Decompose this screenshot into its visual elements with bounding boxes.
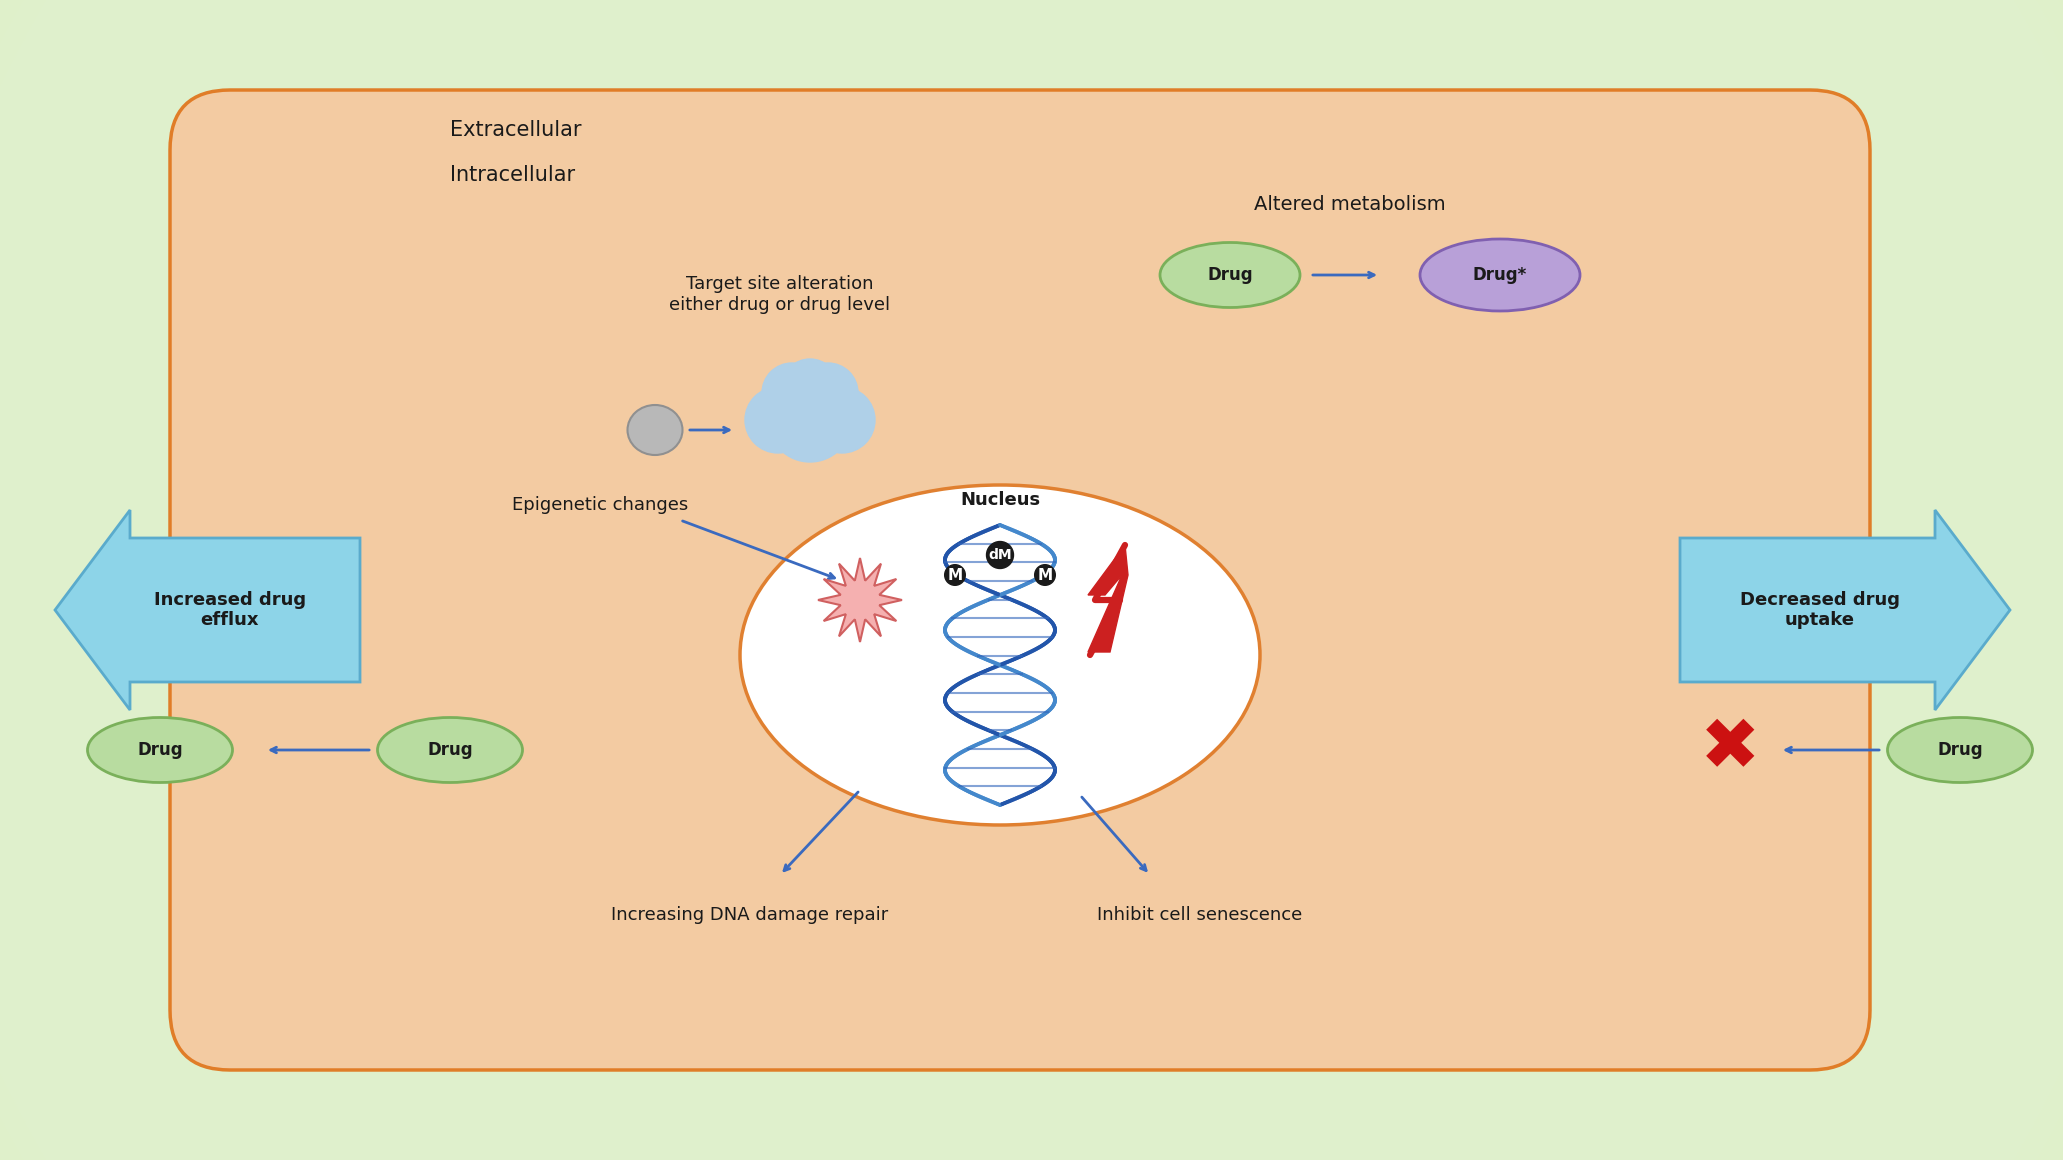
Ellipse shape (627, 405, 683, 455)
Text: M: M (947, 567, 963, 582)
Polygon shape (819, 558, 902, 641)
Circle shape (767, 378, 852, 462)
Ellipse shape (87, 718, 233, 783)
Text: M: M (1038, 567, 1052, 582)
Bar (765, 409, 854, 435)
Ellipse shape (741, 485, 1260, 825)
Ellipse shape (378, 718, 522, 783)
Polygon shape (56, 510, 361, 710)
Circle shape (798, 363, 858, 423)
Text: Altered metabolism: Altered metabolism (1254, 196, 1446, 215)
Text: Intracellular: Intracellular (450, 165, 576, 184)
Text: Increased drug
efflux: Increased drug efflux (155, 590, 305, 630)
Text: Nucleus: Nucleus (959, 491, 1040, 509)
Circle shape (745, 387, 811, 454)
Text: Increasing DNA damage repair: Increasing DNA damage repair (611, 906, 889, 925)
Text: Drug*: Drug* (1473, 266, 1527, 284)
Text: Drug: Drug (1937, 741, 1983, 759)
Text: Epigenetic changes: Epigenetic changes (512, 496, 689, 514)
Polygon shape (1087, 545, 1128, 652)
Ellipse shape (1888, 718, 2032, 783)
Text: Extracellular: Extracellular (450, 119, 582, 140)
Text: Inhibit cell senescence: Inhibit cell senescence (1098, 906, 1302, 925)
Text: dM: dM (988, 548, 1011, 561)
Circle shape (809, 387, 875, 454)
Text: Target site alteration
either drug or drug level: Target site alteration either drug or dr… (668, 275, 891, 314)
Text: ✖: ✖ (1700, 716, 1760, 784)
Ellipse shape (1419, 239, 1580, 311)
Text: Drug: Drug (427, 741, 472, 759)
Circle shape (761, 363, 821, 423)
Text: Drug: Drug (136, 741, 184, 759)
Circle shape (782, 358, 838, 415)
Text: Drug: Drug (1207, 266, 1252, 284)
Polygon shape (1679, 510, 2009, 710)
Ellipse shape (1159, 242, 1300, 307)
FancyBboxPatch shape (169, 90, 1869, 1070)
Text: Decreased drug
uptake: Decreased drug uptake (1739, 590, 1900, 630)
